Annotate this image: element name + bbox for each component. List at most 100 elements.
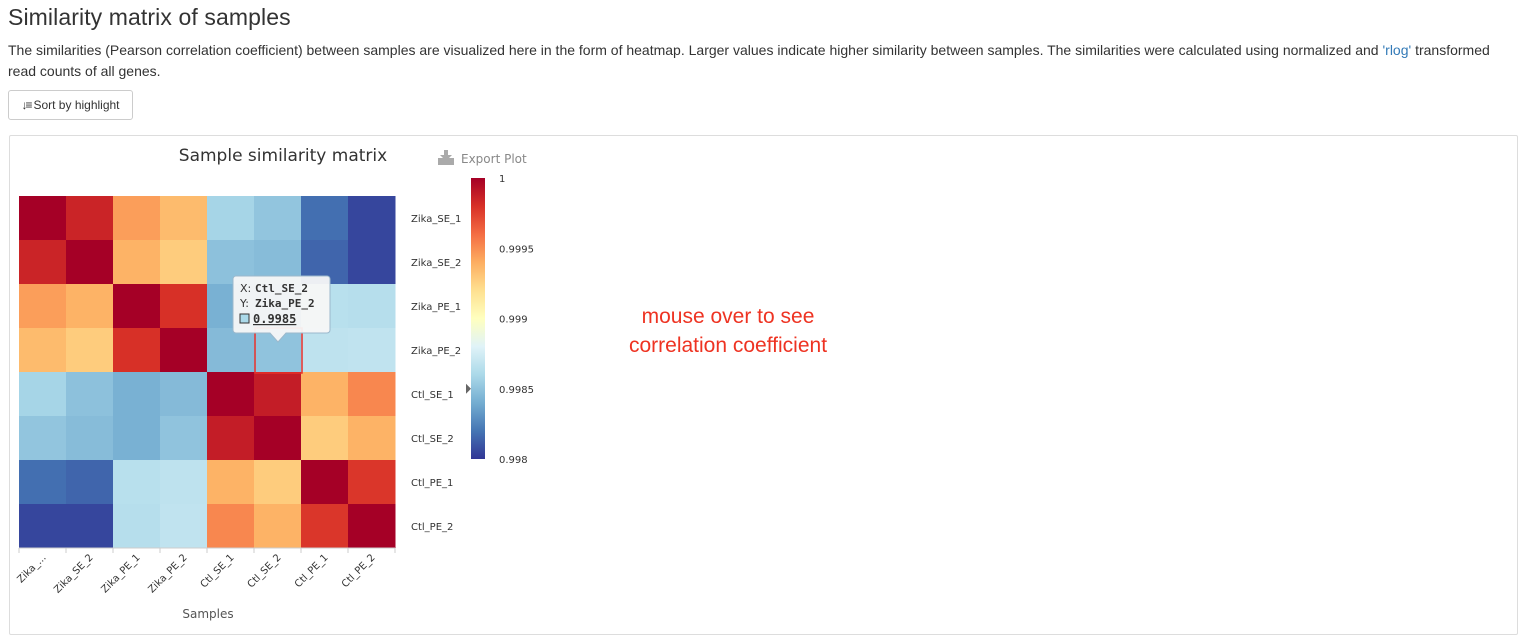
x-tick-label: Ctl_SE_2 [246,552,284,590]
heatmap-cell[interactable] [207,372,255,417]
color-scale-tick-label: 0.9995 [499,244,534,255]
heatmap-cell[interactable] [19,196,67,241]
heatmap-cell[interactable] [348,284,396,329]
export-plot-label: Export Plot [461,152,527,166]
y-tick-label: Ctl_SE_1 [411,390,454,401]
x-tick-label: Ctl_SE_1 [199,552,237,590]
download-icon [438,150,454,165]
heatmap-cell[interactable] [207,196,255,241]
heatmap-cell[interactable] [348,460,396,505]
heatmap-cell[interactable] [113,416,161,461]
y-axis-labels: Zika_SE_1 Zika_SE_2 Zika_PE_1 Zika_PE_2 Ctl_… [411,214,461,533]
heatmap-cell[interactable] [113,284,161,329]
x-axis-labels: Zika_... Zika_SE_2 Zika_PE_1 Zika_PE_2 Ctl_S… [15,547,396,596]
heatmap-cell[interactable] [254,416,302,461]
heatmap-cell[interactable] [19,460,67,505]
sort-by-highlight-button[interactable]: ↓≡ Sort by highlight [8,90,133,120]
heatmap-cell[interactable] [66,284,114,329]
heatmap-cell[interactable] [348,328,396,373]
heatmap-cell[interactable] [160,328,208,373]
heatmap-cell[interactable] [160,196,208,241]
y-tick-label: Zika_PE_1 [411,302,461,313]
x-axis-title: Samples [182,607,233,621]
heatmap-cell[interactable] [207,416,255,461]
heatmap-cell[interactable] [113,372,161,417]
heatmap-cell[interactable] [207,504,255,549]
heatmap-cell[interactable] [66,328,114,373]
heatmap-cell[interactable] [113,196,161,241]
heatmap-cell[interactable] [301,416,349,461]
heatmap-panel: Sample similarity matrix Export Plot Zik… [9,135,1518,635]
x-tick-label: Ctl_PE_2 [340,552,378,590]
heatmap-cell[interactable] [348,504,396,549]
heatmap-cell[interactable] [348,196,396,241]
heatmap-cell[interactable] [207,328,255,373]
tooltip-x-value: Ctl_SE_2 [255,282,308,295]
heatmap-cell[interactable] [160,240,208,285]
sort-button-label: Sort by highlight [33,98,120,112]
annotation-line-1: mouse over to see [641,305,815,328]
heatmap-cell[interactable] [19,240,67,285]
heatmap-cell[interactable] [66,504,114,549]
heatmap-tooltip: X: Ctl_SE_2 Y: Zika_PE_2 0.9985 [232,275,331,343]
heatmap-cell[interactable] [19,504,67,549]
heatmap-cell[interactable] [160,284,208,329]
heatmap-cell[interactable] [19,416,67,461]
page-title: Similarity matrix of samples [8,4,291,30]
heatmap-cell[interactable] [301,328,349,373]
y-tick-label: Zika_PE_2 [411,346,461,357]
rlog-link[interactable]: 'rlog' [1382,42,1412,58]
heatmap-cell[interactable] [66,416,114,461]
heatmap-cell[interactable] [348,240,396,285]
heatmap-cell[interactable] [19,284,67,329]
heatmap-cell[interactable] [207,460,255,505]
heatmap-cell[interactable] [66,196,114,241]
heatmap-cell[interactable] [66,460,114,505]
tooltip-value: 0.9985 [253,312,296,326]
tooltip-x-prefix: X: [240,282,251,295]
heatmap-cell[interactable] [254,504,302,549]
heatmap-cell[interactable] [113,460,161,505]
tooltip-color-swatch [239,313,250,324]
heatmap-cell[interactable] [66,240,114,285]
heatmap-cell[interactable] [301,504,349,549]
y-tick-label: Zika_SE_2 [411,258,461,269]
color-scale-tick-label: 0.998 [499,455,528,466]
heatmap-cell[interactable] [19,328,67,373]
heatmap-cell[interactable] [160,416,208,461]
mouseover-annotation: mouse over to see correlation coefficien… [629,302,827,360]
heatmap-cell[interactable] [66,372,114,417]
chart-title: Sample similarity matrix [179,146,387,166]
y-tick-label: Ctl_SE_2 [411,434,454,445]
x-tick-label: Zika_... [15,552,48,585]
x-tick-label: Zika_SE_2 [52,552,95,595]
heatmap-cell[interactable] [301,372,349,417]
color-scale-tick-label: 0.999 [499,315,528,326]
heatmap-cells [19,196,396,549]
tooltip-y-prefix: Y: [239,297,249,310]
color-scale-pointer [466,383,471,394]
heatmap-cell[interactable] [160,504,208,549]
heatmap-cell[interactable] [301,460,349,505]
heatmap-cell[interactable] [254,196,302,241]
color-scale-bar [471,178,485,459]
description-text: The similarities (Pearson correlation co… [8,42,1383,58]
similarity-heatmap-chart: Sample similarity matrix Export Plot Zik… [15,146,534,621]
heatmap-cell[interactable] [113,240,161,285]
heatmap-cell[interactable] [348,416,396,461]
heatmap-cell[interactable] [348,372,396,417]
heatmap-cell[interactable] [113,504,161,549]
heatmap-cell[interactable] [113,328,161,373]
heatmap-cell[interactable] [254,460,302,505]
x-tick-label: Ctl_PE_1 [293,552,331,590]
y-tick-label: Zika_SE_1 [411,214,461,225]
export-plot-button[interactable]: Export Plot [438,150,527,166]
heatmap-cell[interactable] [19,372,67,417]
heatmap-cell[interactable] [301,196,349,241]
heatmap-cell[interactable] [160,372,208,417]
annotation-line-2: correlation coefficient [628,334,828,357]
page-description: The similarities (Pearson correlation co… [8,40,1508,82]
sort-amount-icon: ↓≡ [21,98,32,112]
heatmap-cell[interactable] [254,372,302,417]
heatmap-cell[interactable] [160,460,208,505]
